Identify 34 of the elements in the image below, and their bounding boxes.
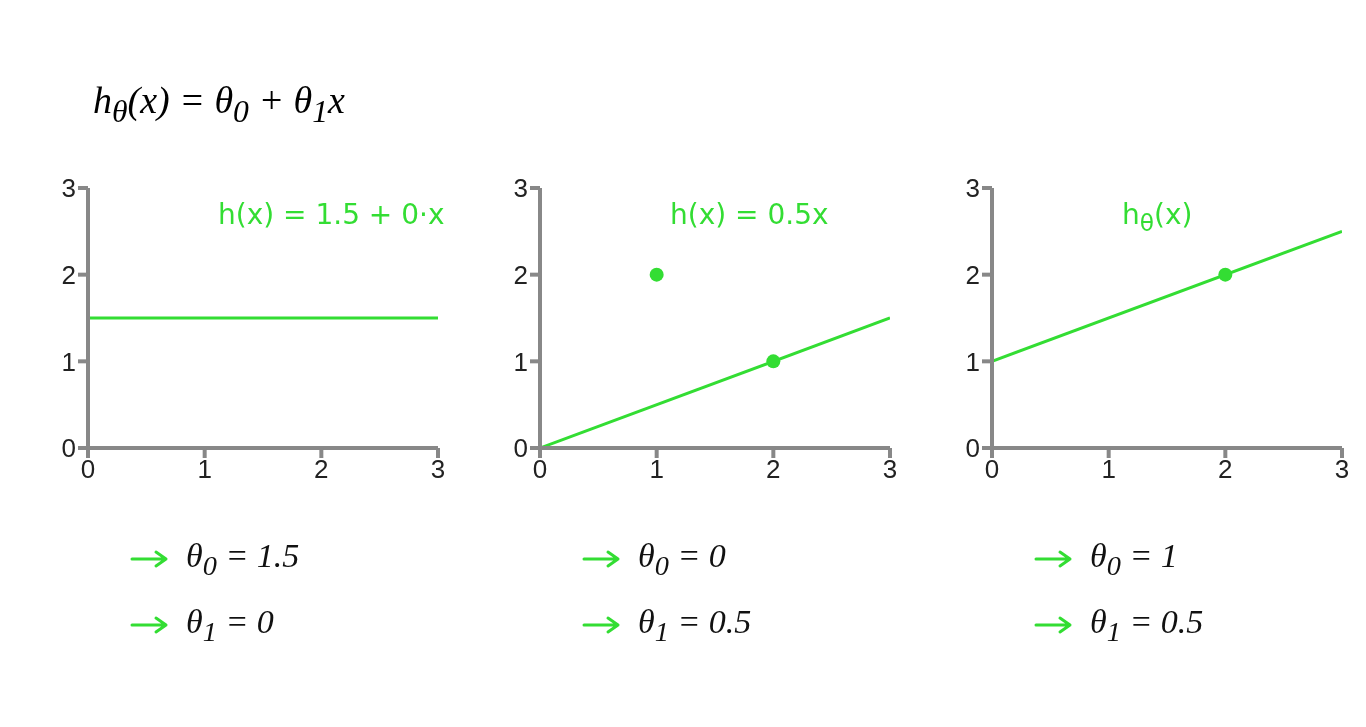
x-tick-label: 0 xyxy=(532,454,548,485)
y-tick-label: 2 xyxy=(513,259,528,290)
text: θ$_{0}$ = 1 xyxy=(1090,537,1178,581)
x-tick-label: 2 xyxy=(314,454,329,485)
annotation: h(x) = 0.5x xyxy=(670,198,829,231)
chart-title: h$_{θ}$(x) = θ$_{0}$ + θ$_{1}$x xyxy=(93,79,345,129)
x-tick-label: 3 xyxy=(1334,454,1350,485)
y-tick-label: 1 xyxy=(965,346,980,377)
text: θ$_{1}$ = 0 xyxy=(186,602,274,647)
y-tick-label: 0 xyxy=(513,433,528,464)
y-tick-label: 0 xyxy=(61,433,76,464)
text: θ$_{0}$ = 0 xyxy=(638,537,726,581)
y-tick-label: 3 xyxy=(965,173,980,204)
y-tick-label: 3 xyxy=(61,173,76,204)
x-tick-label: 1 xyxy=(1101,454,1116,485)
x-tick-label: 1 xyxy=(649,454,664,485)
x-tick-label: 1 xyxy=(197,454,212,485)
annotation: h(x) = 1.5 + 0·x xyxy=(218,198,445,231)
text: θ$_{1}$ = 0.5 xyxy=(638,602,752,647)
x-tick-label: 2 xyxy=(1218,454,1233,485)
y-tick-label: 2 xyxy=(965,259,980,290)
annotation: h$_{θ}$(x) xyxy=(1122,198,1193,237)
x-tick-label: 3 xyxy=(430,454,446,485)
x-tick-label: 2 xyxy=(766,454,781,485)
y-tick-label: 3 xyxy=(513,173,528,204)
y-tick-label: 0 xyxy=(965,433,980,464)
x-tick-label: 0 xyxy=(80,454,96,485)
text: θ$_{1}$ = 0.5 xyxy=(1090,602,1204,647)
y-tick-label: 1 xyxy=(513,346,528,377)
y-tick-label: 2 xyxy=(61,259,76,290)
x-tick-label: 0 xyxy=(984,454,1000,485)
x-tick-label: 3 xyxy=(882,454,898,485)
y-tick-label: 1 xyxy=(61,346,76,377)
text: θ$_{0}$ = 1.5 xyxy=(186,537,300,581)
